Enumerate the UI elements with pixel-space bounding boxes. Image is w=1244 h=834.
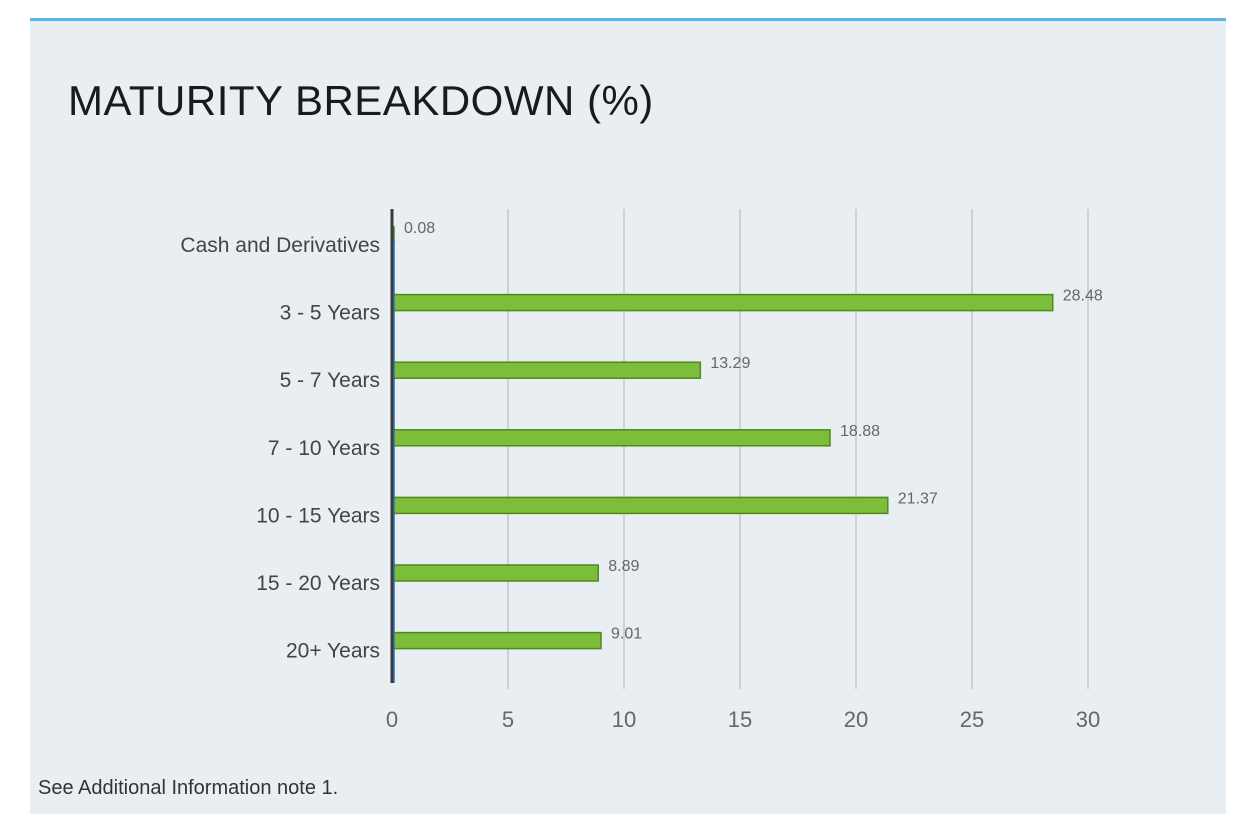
category-label: 20+ Years — [286, 640, 380, 663]
x-tick-label: 5 — [502, 707, 514, 732]
category-label: 7 - 10 Years — [268, 437, 380, 460]
category-label: Cash and Derivatives — [180, 234, 380, 257]
labels: 0 5 10 15 20 25 30 Cash and Derivatives 0.08 3 - … — [180, 220, 1102, 732]
data-label: 9.01 — [611, 626, 642, 643]
bar — [391, 631, 602, 650]
chart-title: MATURITY BREAKDOWN (%) — [68, 77, 654, 124]
category-label: 15 - 20 Years — [256, 572, 380, 595]
data-label: 21.37 — [898, 490, 938, 507]
bar — [391, 361, 702, 379]
axes — [390, 209, 395, 683]
x-tick-label: 30 — [1076, 707, 1100, 732]
maturity-breakdown-panel: MATURITY BREAKDOWN (%) 0 5 10 15 20 25 30 Cash … — [30, 18, 1226, 814]
x-tick-label: 15 — [728, 707, 752, 732]
category-label: 10 - 15 Years — [256, 504, 380, 527]
x-tick-label: 10 — [612, 707, 636, 732]
data-label: 18.88 — [840, 423, 880, 440]
category-label: 3 - 5 Years — [280, 302, 380, 325]
x-tick-label: 0 — [386, 707, 398, 732]
bars — [391, 226, 1054, 650]
maturity-bar-chart: 0 5 10 15 20 25 30 Cash and Derivatives 0.08 3 - … — [180, 209, 1103, 732]
footnote: See Additional Information note 1. — [38, 777, 339, 799]
bar — [391, 293, 1054, 312]
bar — [391, 564, 599, 582]
category-label: 5 - 7 Years — [280, 369, 380, 392]
x-tick-label: 20 — [844, 707, 868, 732]
data-label: 8.89 — [608, 558, 639, 575]
data-label: 13.29 — [710, 355, 750, 372]
data-label: 0.08 — [404, 220, 435, 237]
x-tick-label: 25 — [960, 707, 984, 732]
gridlines — [507, 209, 1089, 689]
data-label: 28.48 — [1063, 288, 1103, 305]
bar — [391, 429, 831, 447]
bar — [391, 496, 889, 515]
